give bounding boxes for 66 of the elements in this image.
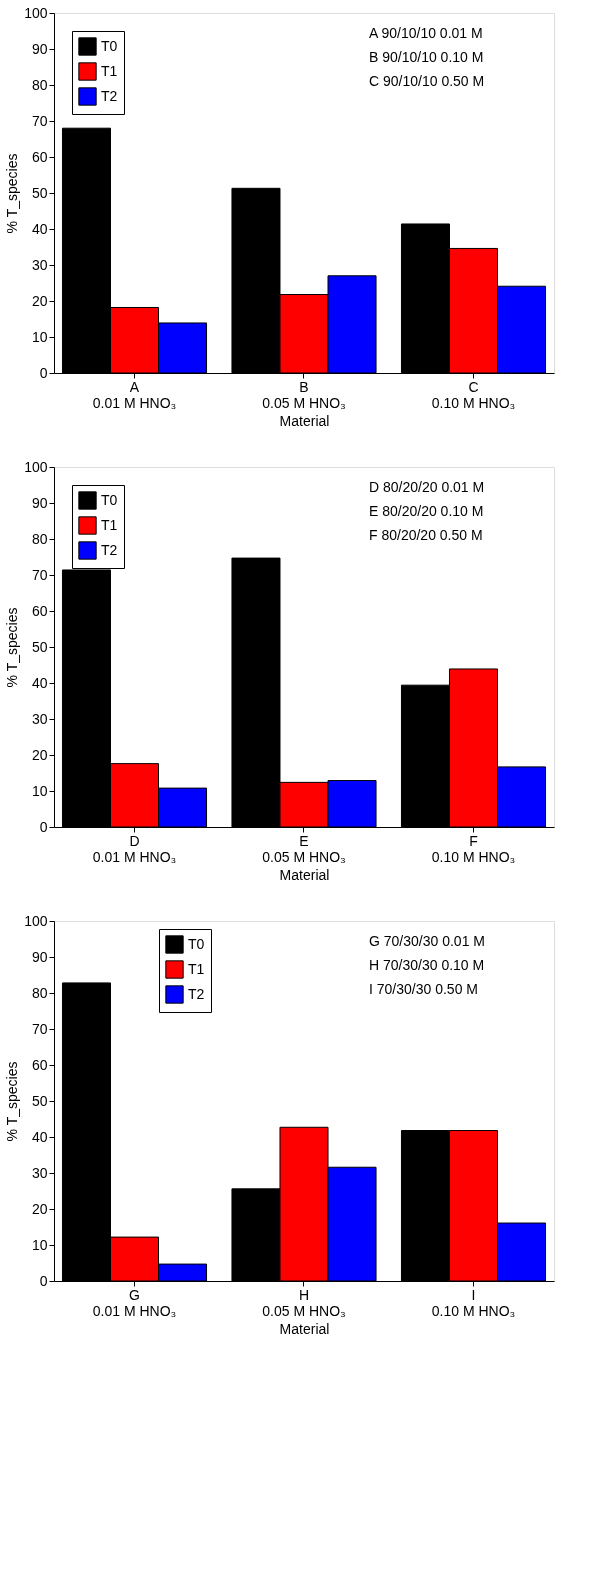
y-tick-label: 40 — [31, 1128, 48, 1145]
y-tick-label: 40 — [31, 674, 48, 691]
x-tick-label: F 0.10 M HNO₃ — [431, 832, 516, 865]
y-tick-label: 100 — [24, 4, 48, 21]
y-tick-label: 0 — [39, 1272, 48, 1289]
x-tick-label: C 0.10 M HNO₃ — [431, 378, 516, 411]
y-tick-label: 20 — [31, 292, 48, 309]
y-tick-label: 80 — [31, 76, 48, 93]
annotation: F 80/20/20 0.50 M — [369, 527, 483, 543]
y-tick-label: 90 — [31, 40, 48, 57]
legend-label: T1 — [101, 62, 118, 79]
y-tick-label: 70 — [31, 112, 48, 129]
annotation: I 70/30/30 0.50 M — [369, 981, 478, 997]
x-tick-label: B 0.05 M HNO₃ — [262, 378, 346, 411]
legend-label: T2 — [101, 87, 118, 104]
annotation: B 90/10/10 0.10 M — [369, 49, 484, 65]
x-tick-label: G 0.01 M HNO₃ — [92, 1286, 177, 1319]
legend-label: T0 — [101, 37, 118, 54]
x-tick-label: H 0.05 M HNO₃ — [262, 1286, 346, 1319]
annotation: C 90/10/10 0.50 M — [369, 73, 485, 89]
y-tick-label: 50 — [31, 638, 48, 655]
y-tick-label: 20 — [31, 1200, 48, 1217]
y-tick-label: 60 — [31, 148, 48, 165]
y-tick-label: 10 — [31, 1236, 48, 1253]
y-tick-label: 40 — [31, 220, 48, 237]
x-axis-title: Material — [279, 1320, 330, 1337]
annotation: H 70/30/30 0.10 M — [369, 957, 485, 973]
legend-label: T0 — [188, 935, 205, 952]
legend-label: T1 — [188, 960, 205, 977]
y-axis-title: % T_species — [4, 153, 21, 234]
x-axis-title: Material — [279, 866, 330, 883]
y-tick-label: 90 — [31, 948, 48, 965]
y-tick-label: 70 — [31, 566, 48, 583]
x-axis-title: Material — [279, 412, 330, 429]
x-tick-label: I 0.10 M HNO₃ — [431, 1286, 516, 1319]
annotation: E 80/20/20 0.10 M — [369, 503, 484, 519]
y-axis-title: % T_species — [4, 1061, 21, 1142]
y-tick-label: 0 — [39, 818, 48, 835]
y-tick-label: 100 — [24, 912, 48, 929]
y-tick-label: 80 — [31, 984, 48, 1001]
y-tick-label: 10 — [31, 782, 48, 799]
y-tick-label: 70 — [31, 1020, 48, 1037]
y-tick-label: 90 — [31, 494, 48, 511]
legend-label: T1 — [101, 516, 118, 533]
y-tick-label: 30 — [31, 710, 48, 727]
annotation: A 90/10/10 0.01 M — [369, 25, 483, 41]
x-tick-label: E 0.05 M HNO₃ — [262, 832, 346, 865]
y-tick-label: 60 — [31, 602, 48, 619]
y-tick-label: 80 — [31, 530, 48, 547]
y-tick-label: 10 — [31, 328, 48, 345]
y-tick-label: 100 — [24, 458, 48, 475]
legend-label: T2 — [101, 541, 118, 558]
y-tick-label: 20 — [31, 746, 48, 763]
y-axis-title: % T_species — [4, 607, 21, 688]
legend-label: T0 — [101, 491, 118, 508]
x-tick-label: A 0.01 M HNO₃ — [92, 378, 177, 411]
annotation: D 80/20/20 0.01 M — [369, 479, 485, 495]
y-tick-label: 50 — [31, 1092, 48, 1109]
y-tick-label: 50 — [31, 184, 48, 201]
y-tick-label: 60 — [31, 1056, 48, 1073]
y-tick-label: 0 — [39, 364, 48, 381]
y-tick-label: 30 — [31, 1164, 48, 1181]
y-tick-label: 30 — [31, 256, 48, 273]
legend-label: T2 — [188, 985, 205, 1002]
x-tick-label: D 0.01 M HNO₃ — [92, 832, 177, 865]
annotation: G 70/30/30 0.01 M — [369, 933, 485, 949]
